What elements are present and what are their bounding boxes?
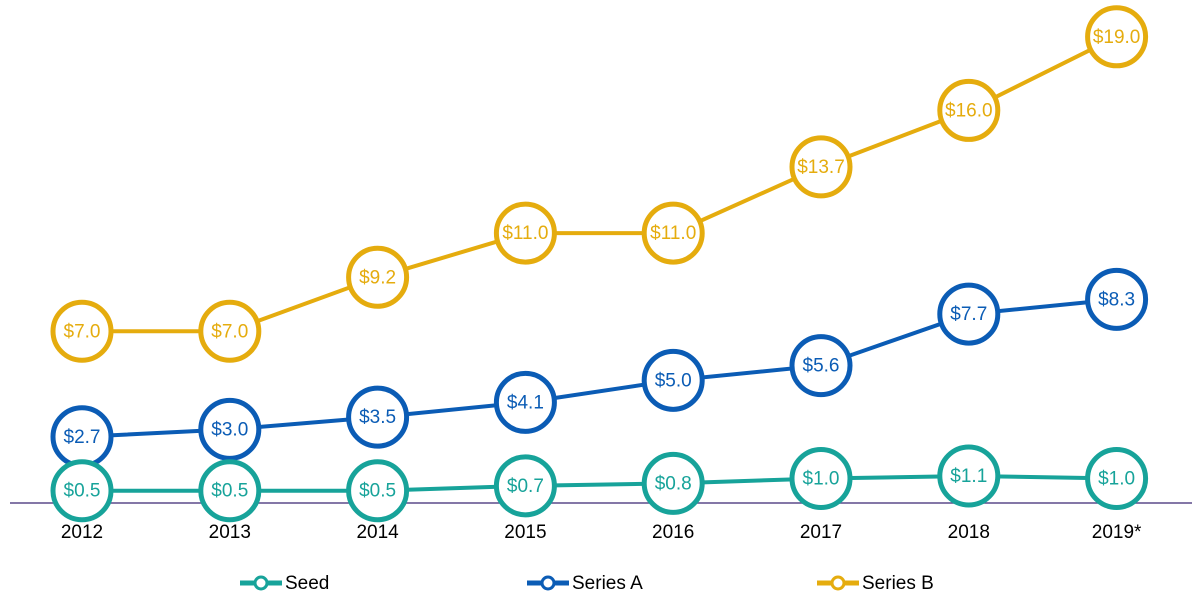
data-label: $13.7 (797, 157, 845, 178)
data-label: $11.0 (650, 223, 696, 244)
point-marker (1085, 446, 1149, 510)
data-label: $9.2 (359, 267, 396, 288)
point-marker (493, 454, 557, 518)
x-tick-label: 2016 (652, 522, 694, 543)
data-label: $3.5 (359, 407, 396, 428)
point-marker (1085, 5, 1149, 69)
point-marker (50, 459, 114, 523)
data-label: $4.1 (507, 392, 544, 413)
point-marker (789, 446, 853, 510)
legend-item: Seed (240, 573, 329, 594)
x-tick-label: 2012 (61, 522, 103, 543)
data-label: $0.5 (359, 481, 396, 502)
point-marker (346, 385, 410, 449)
point-marker (937, 444, 1001, 508)
point-marker (789, 135, 853, 199)
point-marker (641, 451, 705, 515)
data-label: $3.0 (211, 419, 248, 440)
data-label: $11.0 (502, 223, 548, 244)
point-marker (789, 334, 853, 398)
legend-label: Series B (862, 573, 934, 594)
point-marker (198, 459, 262, 523)
legend-marker (540, 575, 556, 591)
legend-marker (830, 575, 846, 591)
point-marker (1085, 267, 1149, 331)
x-tick-label: 2019* (1092, 522, 1142, 543)
x-tick-label: 2018 (948, 522, 990, 543)
data-label: $5.6 (803, 356, 840, 377)
point-marker (198, 299, 262, 363)
point-marker (493, 370, 557, 434)
x-tick-label: 2013 (209, 522, 251, 543)
legend-item: Series B (817, 573, 934, 594)
legend-label: Seed (285, 573, 329, 594)
data-label: $1.0 (803, 468, 840, 489)
data-label: $1.1 (950, 466, 987, 487)
point-marker (198, 397, 262, 461)
data-label: $7.7 (950, 304, 987, 325)
data-label: $7.0 (211, 321, 248, 342)
point-marker (50, 299, 114, 363)
legend-marker (253, 575, 269, 591)
legend-label: Series A (572, 573, 643, 594)
data-label: $0.5 (64, 481, 101, 502)
point-marker (937, 78, 1001, 142)
point-marker (937, 282, 1001, 346)
data-label: $5.0 (655, 370, 692, 391)
x-tick-label: 2014 (356, 522, 399, 543)
point-marker (346, 245, 410, 309)
data-label: $0.8 (655, 473, 692, 494)
x-tick-label: 2017 (800, 522, 842, 543)
data-label: $8.3 (1098, 289, 1135, 310)
data-label: $16.0 (945, 100, 993, 121)
point-marker (493, 201, 557, 265)
data-label: $1.0 (1098, 468, 1135, 489)
data-label: $19.0 (1093, 27, 1141, 48)
data-label: $2.7 (64, 427, 101, 448)
point-marker (346, 459, 410, 523)
point-marker (641, 348, 705, 412)
legend-item: Series A (527, 573, 643, 594)
data-label: $7.0 (64, 321, 101, 342)
data-label: $0.7 (507, 476, 544, 497)
x-tick-label: 2015 (504, 522, 546, 543)
point-marker (641, 201, 705, 265)
data-label: $0.5 (211, 481, 248, 502)
